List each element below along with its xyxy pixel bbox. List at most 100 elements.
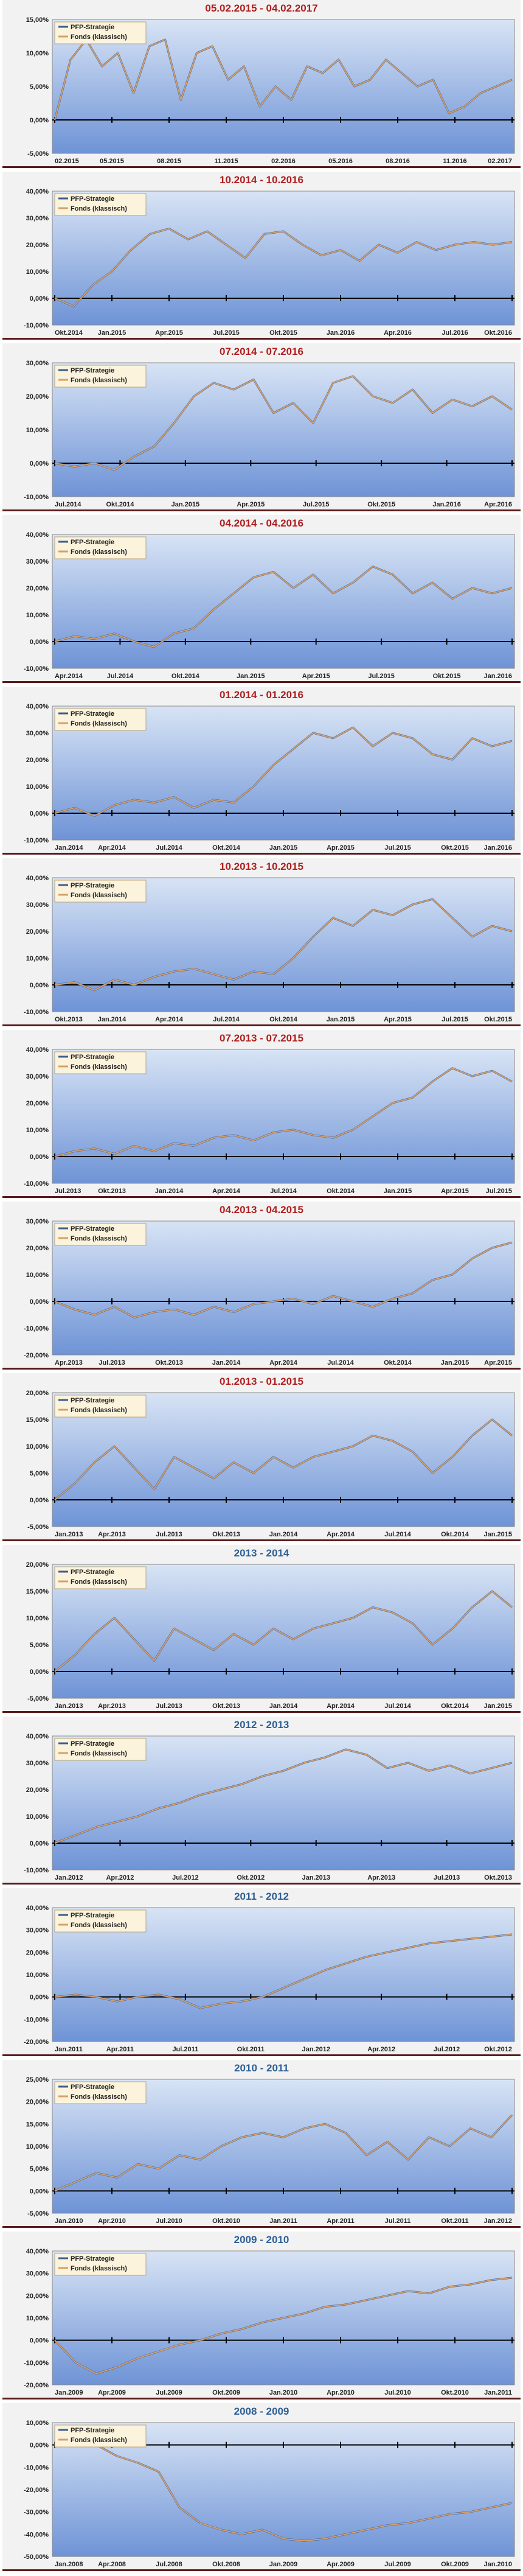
y-tick-label: 5,00% (30, 83, 49, 91)
x-tick-label: Jan.2008 (55, 2561, 83, 2568)
x-tick-label: Apr.2016 (384, 329, 412, 337)
legend-fund-label: Fonds (klassisch) (71, 1235, 127, 1242)
y-tick-label: 20,00% (26, 585, 49, 592)
chart-panel: 2008 - 2009 -50,00% -40,00% -30,00% -20,00% -… (2, 2403, 521, 2571)
y-tick-label: 20,00% (26, 928, 49, 936)
y-tick-label: -50,00% (24, 2553, 49, 2561)
y-tick-label: 0,00% (30, 810, 49, 817)
y-tick-label: 15,00% (26, 1416, 49, 1424)
chart-title: 2011 - 2012 (234, 1891, 289, 1902)
y-tick-label: -30,00% (24, 2509, 49, 2516)
y-tick-label: 0,00% (30, 460, 49, 467)
x-tick-label: Jan.2014 (269, 1703, 298, 1710)
x-tick-label: 05.2016 (328, 158, 353, 165)
y-tick-label: 0,00% (30, 1668, 49, 1676)
y-tick-label: 20,00% (26, 1100, 49, 1107)
chart-svg: -10,00% 0,00% 10,00% 20,00% 30,00% 40,00% Okt.… (24, 188, 515, 337)
x-tick-label: Apr.2015 (327, 844, 355, 852)
x-tick-label: Jan.2010 (484, 2561, 512, 2568)
chart-panel: 10.2013 - 10.2015 -10,00% 0,00% 10,00% 20,00… (2, 858, 521, 1026)
legend: PFP-Strategie Fonds (klassisch) (54, 193, 147, 216)
series-fund-line (54, 565, 513, 648)
y-tick-label: 10,00% (26, 50, 49, 57)
x-tick-label: Okt.2011 (237, 2046, 265, 2053)
x-tick-label: Apr.2014 (327, 1703, 355, 1710)
x-tick-label: Okt.2013 (484, 1874, 512, 1881)
legend-strategy-label: PFP-Strategie (71, 1397, 114, 1404)
x-tick-label: Jan.2012 (55, 1874, 83, 1881)
y-tick-label: -20,00% (24, 2382, 49, 2389)
legend-fund-label: Fonds (klassisch) (71, 205, 127, 212)
y-tick-label: 30,00% (26, 730, 49, 737)
y-tick-label: -10,00% (24, 837, 49, 844)
x-tick-label: Apr.2015 (237, 501, 265, 508)
x-tick-label: Apr.2015 (155, 329, 183, 337)
legend: PFP-Strategie Fonds (klassisch) (54, 708, 147, 731)
legend-strategy-label: PFP-Strategie (71, 882, 114, 889)
y-tick-label: 20,00% (26, 1390, 49, 1397)
y-tick-label: 5,00% (30, 1642, 49, 1649)
x-tick-label: Okt.2009 (212, 2389, 240, 2396)
y-tick-label: 30,00% (26, 1073, 49, 1080)
x-tick-label: Jan.2016 (484, 673, 512, 680)
legend-strategy-label: PFP-Strategie (71, 1054, 114, 1061)
x-tick-label: Apr.2015 (302, 673, 330, 680)
y-tick-label: 40,00% (26, 188, 49, 195)
y-tick-label: 15,00% (26, 16, 49, 24)
chart-title: 10.2013 - 10.2015 (219, 861, 303, 872)
legend-box (54, 2424, 147, 2448)
y-tick-label: 0,00% (30, 639, 49, 646)
chart-svg: -10,00% 0,00% 10,00% 20,00% 30,00% 40,00% Jan.… (24, 703, 515, 852)
legend: PFP-Strategie Fonds (klassisch) (54, 536, 147, 559)
y-tick-label: 10,00% (26, 268, 49, 276)
x-tick-label: Jan.2012 (302, 2046, 330, 2053)
x-tick-label: Jan.2013 (55, 1703, 83, 1710)
x-tick-label: Jul.2014 (156, 844, 182, 852)
y-tick-label: 20,00% (26, 1787, 49, 1794)
y-tick-label: 10,00% (26, 955, 49, 962)
x-tick-label: Apr.2013 (98, 1703, 126, 1710)
x-tick-label: Jan.2014 (55, 844, 83, 852)
y-tick-label: 5,00% (30, 1470, 49, 1477)
x-tick-label: Apr.2008 (98, 2561, 126, 2568)
x-tick-label: Jul.2013 (55, 1188, 81, 1195)
legend: PFP-Strategie Fonds (klassisch) (54, 1909, 147, 1933)
x-tick-label: Jan.2016 (327, 329, 355, 337)
x-tick-label: Okt.2015 (484, 1016, 512, 1023)
x-tick-label: Apr.2014 (327, 1531, 355, 1538)
x-tick-label: Okt.2016 (484, 329, 512, 337)
x-tick-label: Apr.2014 (98, 844, 126, 852)
legend-box (54, 365, 147, 388)
y-tick-label: 0,00% (30, 2188, 49, 2195)
x-tick-label: Jan.2011 (269, 2217, 297, 2225)
legend-box (54, 2081, 147, 2104)
series-fund-line (54, 376, 513, 471)
y-tick-label: 20,00% (26, 1245, 49, 1252)
x-tick-label: Okt.2009 (441, 2561, 469, 2568)
x-tick-label: Okt.2014 (269, 1016, 298, 1023)
chart-title: 2012 - 2013 (234, 1719, 289, 1731)
x-tick-label: Apr.2014 (269, 1359, 298, 1367)
chart-title: 05.02.2015 - 04.02.2017 (205, 2, 318, 14)
legend-strategy-label: PFP-Strategie (71, 24, 114, 31)
y-tick-label: 0,00% (30, 295, 49, 303)
chart-panel: 07.2014 - 07.2016 -10,00% 0,00% 10,00% 20,00… (2, 343, 521, 511)
legend: PFP-Strategie Fonds (klassisch) (54, 365, 147, 388)
x-tick-label: Jul.2009 (384, 2561, 410, 2568)
x-tick-label: Jul.2014 (384, 1531, 411, 1538)
x-tick-label: Apr.2014 (212, 1188, 241, 1195)
y-tick-label: 0,00% (30, 1298, 49, 1306)
y-tick-label: -10,00% (24, 2464, 49, 2471)
x-tick-label: Okt.2013 (212, 1703, 240, 1710)
x-tick-label: Jul.2015 (213, 329, 239, 337)
legend-fund-label: Fonds (klassisch) (71, 1063, 127, 1071)
y-tick-label: 0,00% (30, 117, 49, 124)
y-tick-label: 30,00% (26, 558, 49, 565)
x-tick-label: Jul.2014 (107, 673, 134, 680)
series-fund-line (54, 1242, 513, 1318)
y-tick-label: 0,00% (30, 1497, 49, 1504)
x-tick-label: Okt.2014 (441, 1531, 469, 1538)
x-tick-label: Okt.2014 (441, 1703, 469, 1710)
y-tick-label: 10,00% (26, 1443, 49, 1451)
x-tick-label: Apr.2013 (98, 1531, 126, 1538)
